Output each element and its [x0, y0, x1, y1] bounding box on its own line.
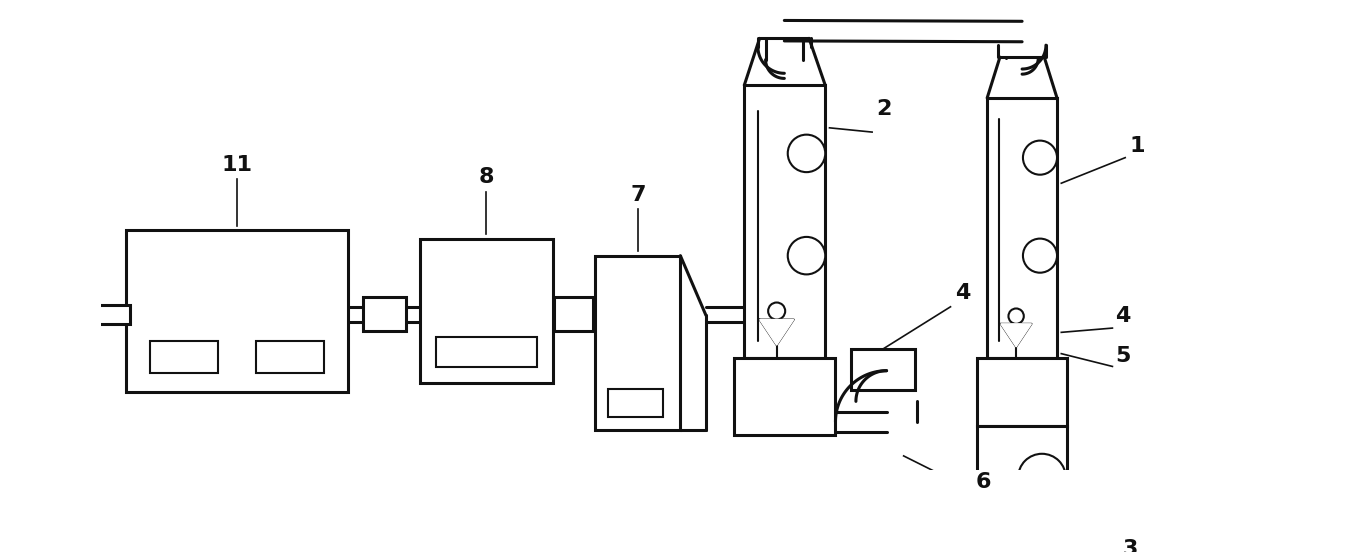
- Bar: [127, 230, 348, 392]
- Bar: [150, 341, 218, 373]
- Text: 7: 7: [631, 184, 646, 205]
- Circle shape: [1009, 309, 1024, 324]
- Text: 8: 8: [478, 167, 494, 188]
- Bar: [554, 298, 594, 332]
- Bar: [607, 390, 663, 417]
- Bar: [435, 337, 538, 367]
- Text: 3: 3: [1122, 539, 1138, 552]
- Text: 6: 6: [976, 472, 991, 492]
- Bar: [94, 305, 130, 324]
- Text: 4: 4: [954, 283, 971, 302]
- Text: 1: 1: [1129, 136, 1145, 156]
- Polygon shape: [680, 256, 706, 431]
- Circle shape: [1022, 238, 1057, 273]
- Text: 5: 5: [1115, 347, 1130, 367]
- Circle shape: [1018, 454, 1066, 502]
- Text: 11: 11: [221, 155, 253, 174]
- Polygon shape: [759, 320, 793, 345]
- Circle shape: [788, 237, 826, 274]
- Bar: [850, 349, 915, 390]
- Bar: [363, 298, 405, 332]
- Bar: [977, 426, 1067, 520]
- Bar: [977, 358, 1067, 426]
- Bar: [734, 358, 835, 434]
- Circle shape: [1022, 141, 1057, 174]
- Bar: [595, 256, 680, 431]
- Polygon shape: [1001, 324, 1032, 347]
- Text: 4: 4: [1115, 306, 1130, 326]
- Circle shape: [788, 135, 826, 172]
- Bar: [420, 238, 553, 384]
- Bar: [744, 85, 826, 358]
- Text: 2: 2: [876, 99, 891, 119]
- Circle shape: [768, 302, 785, 320]
- Bar: [257, 341, 324, 373]
- Bar: [987, 98, 1057, 358]
